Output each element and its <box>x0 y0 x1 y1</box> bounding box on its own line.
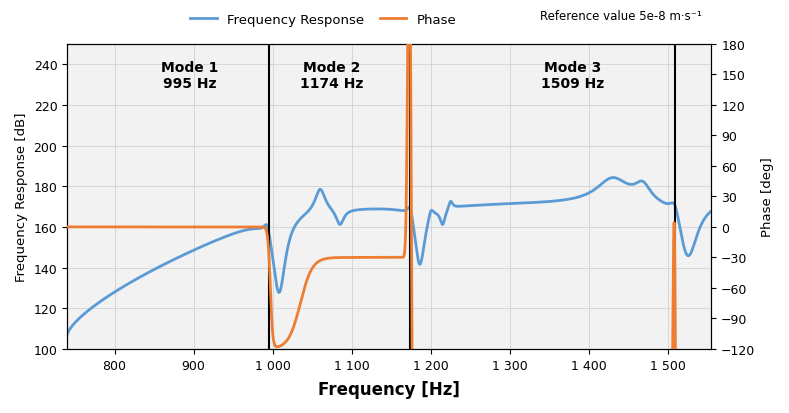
Y-axis label: Frequency Response [dB]: Frequency Response [dB] <box>15 112 28 282</box>
Text: Mode 2
1174 Hz: Mode 2 1174 Hz <box>301 61 364 91</box>
Text: Reference value 5e-8 m·s⁻¹: Reference value 5e-8 m·s⁻¹ <box>540 10 702 23</box>
Text: Mode 1
995 Hz: Mode 1 995 Hz <box>161 61 219 91</box>
Text: Mode 3
1509 Hz: Mode 3 1509 Hz <box>541 61 604 91</box>
X-axis label: Frequency [Hz]: Frequency [Hz] <box>319 380 460 398</box>
Y-axis label: Phase [deg]: Phase [deg] <box>761 157 774 237</box>
Legend: Frequency Response, Phase: Frequency Response, Phase <box>185 9 462 32</box>
